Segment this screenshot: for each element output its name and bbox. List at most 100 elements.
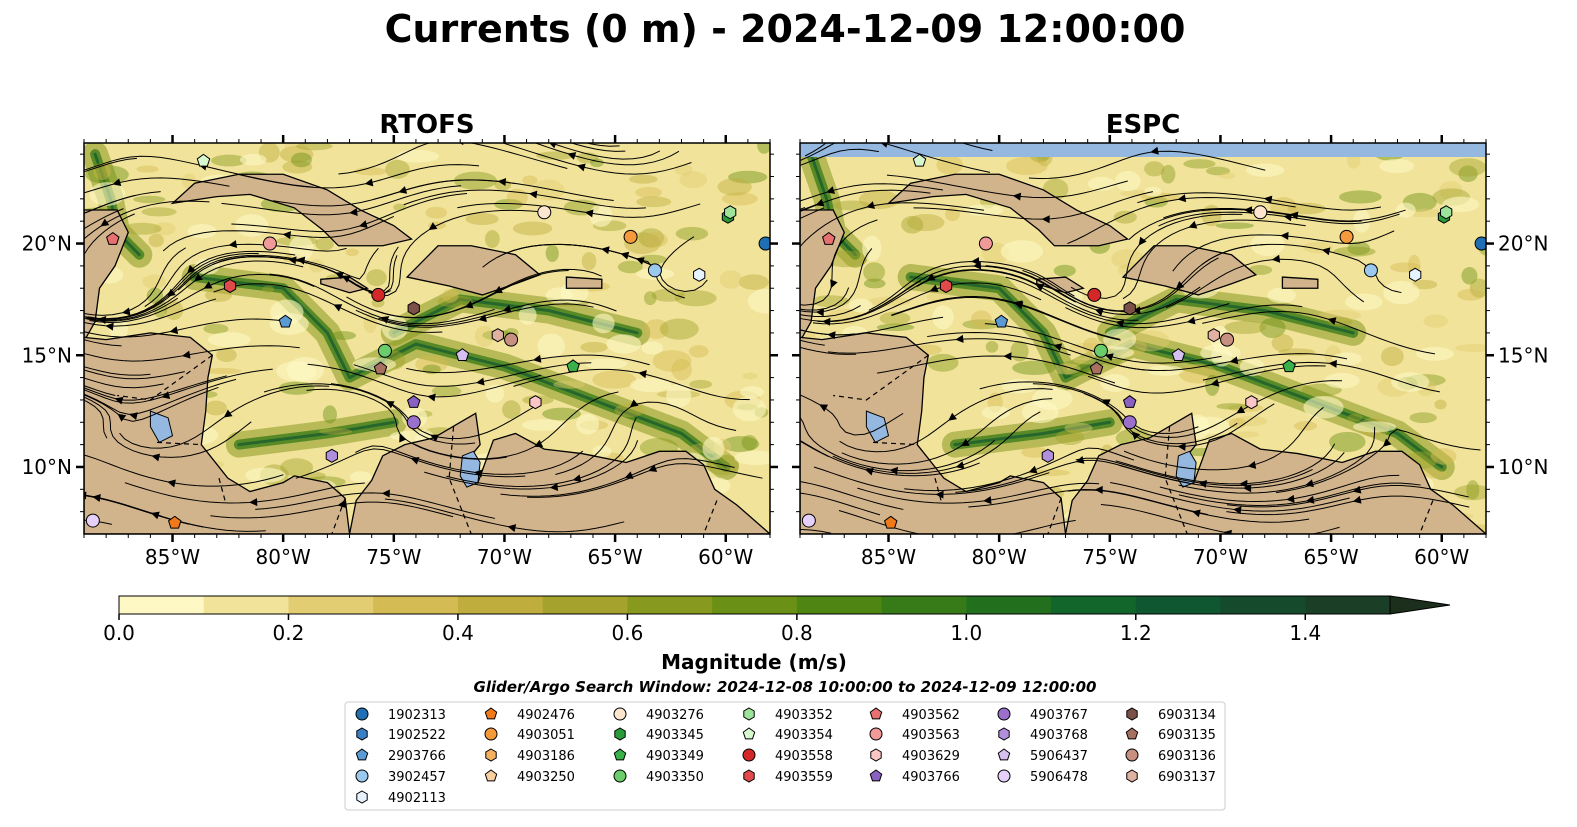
colorbar: 0.0 0.2 0.4 0.6 0.8 1.0 1.2 1.4 <box>103 595 1451 645</box>
magnitude-patch <box>671 358 692 381</box>
streamline <box>800 439 980 477</box>
streamline-arrow <box>497 177 507 186</box>
streamline <box>513 368 750 401</box>
streamline <box>89 273 315 323</box>
streamline <box>84 378 237 415</box>
streamline-arrow <box>515 122 524 130</box>
magnitude-patch <box>502 400 521 420</box>
calm-patch <box>396 149 439 163</box>
colorbar-label: Magnitude (m/s) <box>661 650 847 674</box>
streamline-arrow <box>549 143 557 149</box>
calm-patch <box>276 361 317 382</box>
colorbar-tick-label: 0.2 <box>273 621 305 645</box>
magnitude-patch <box>522 175 538 186</box>
streamline <box>84 298 217 327</box>
streamline-arrow <box>1280 231 1289 240</box>
colorbar-bin <box>796 596 883 614</box>
magnitude-patch <box>863 262 886 282</box>
magnitude-patch <box>741 434 758 451</box>
streamline <box>87 250 296 320</box>
calm-patch <box>732 396 767 422</box>
streamline <box>86 260 304 321</box>
legend-label-4903629: 4903629 <box>902 749 960 764</box>
colorbar-bin <box>966 596 1052 614</box>
streamline-arrow <box>223 409 233 418</box>
colorbar-bin <box>373 596 459 614</box>
figure-title: Currents (0 m) - 2024-12-09 12:00:00 <box>385 7 1186 51</box>
x-tick-label: 85°W <box>861 545 916 569</box>
streamline-arrow <box>34 382 42 390</box>
streamline-arrow <box>815 308 824 317</box>
streamline <box>221 185 462 216</box>
calm-patch <box>1391 372 1430 392</box>
legend-label-5906478: 5906478 <box>1030 770 1088 785</box>
streamline <box>373 179 614 202</box>
magnitude-patch <box>985 341 999 353</box>
magnitude-patch <box>211 154 247 167</box>
magnitude-patch <box>1051 363 1081 375</box>
streamline <box>1137 192 1382 211</box>
streamline <box>295 448 526 479</box>
calm-patch <box>740 386 765 398</box>
streamline-arrow <box>648 464 658 472</box>
magnitude-patch <box>141 207 177 217</box>
streamline <box>549 143 661 160</box>
magnitude-patch <box>203 323 229 334</box>
streamline <box>1163 208 1406 222</box>
magnitude-patch <box>296 143 333 151</box>
magnitude-patch <box>146 287 164 304</box>
streamline-arrow <box>249 498 258 507</box>
panel-title-rtofs: RTOFS <box>379 110 474 140</box>
streamline-arrow <box>410 456 420 465</box>
streamline <box>84 366 151 376</box>
float-5906478 <box>85 513 100 528</box>
no-data-band <box>800 143 1486 157</box>
streamline <box>1123 406 1324 471</box>
float-1902313 <box>1474 236 1486 251</box>
streamline <box>841 398 1053 465</box>
streamline-arrow <box>1035 283 1045 292</box>
streamline <box>886 174 1128 199</box>
streamline-arrow <box>1177 442 1186 451</box>
streamline-arrow <box>228 240 238 249</box>
magnitude-patch <box>204 400 228 416</box>
float-4903558 <box>1087 287 1102 302</box>
streamline <box>1119 452 1345 489</box>
streamline <box>84 345 300 362</box>
streamline <box>913 191 1154 220</box>
y-tick-label: 10°N <box>22 455 72 479</box>
legend-marker-4903354 <box>742 727 756 740</box>
calm-patch <box>592 313 615 334</box>
x-tick-label: 80°W <box>972 545 1027 569</box>
magnitude-patch <box>465 213 499 226</box>
streamline-arrow <box>1286 494 1295 503</box>
float-4903350 <box>377 343 392 358</box>
colorbar-tick-label: 1.4 <box>1289 621 1321 645</box>
legend-label-4903562: 4903562 <box>902 708 960 723</box>
legend-marker-4902476 <box>484 707 498 720</box>
legend-label-4903349: 4903349 <box>646 749 704 764</box>
legend-marker-1902522 <box>356 727 368 741</box>
magnitude-patch <box>204 368 242 375</box>
country-border <box>872 441 918 446</box>
magnitude-patch <box>133 195 166 204</box>
streamline <box>84 494 162 517</box>
magnitude-patch <box>474 325 494 347</box>
streamline-arrow <box>1115 319 1125 328</box>
streamline <box>800 202 985 248</box>
streamline <box>1128 208 1362 241</box>
streamline-arrow <box>827 331 836 340</box>
streamline-arrow <box>935 490 944 499</box>
streamline-arrow <box>427 393 436 402</box>
streamline-arrow <box>629 399 639 408</box>
streamline <box>867 265 1076 313</box>
float-1902313 <box>758 236 770 251</box>
legend-label-4902113: 4902113 <box>388 791 446 806</box>
streamline-arrow <box>1243 206 1253 215</box>
legend-label-6903136: 6903136 <box>1158 749 1216 764</box>
streamline-arrow <box>10 316 19 324</box>
streamline-arrow <box>1247 461 1257 469</box>
colorbar-bin <box>1051 596 1137 614</box>
magnitude-patch <box>863 278 886 289</box>
magnitude-patch <box>659 318 699 340</box>
